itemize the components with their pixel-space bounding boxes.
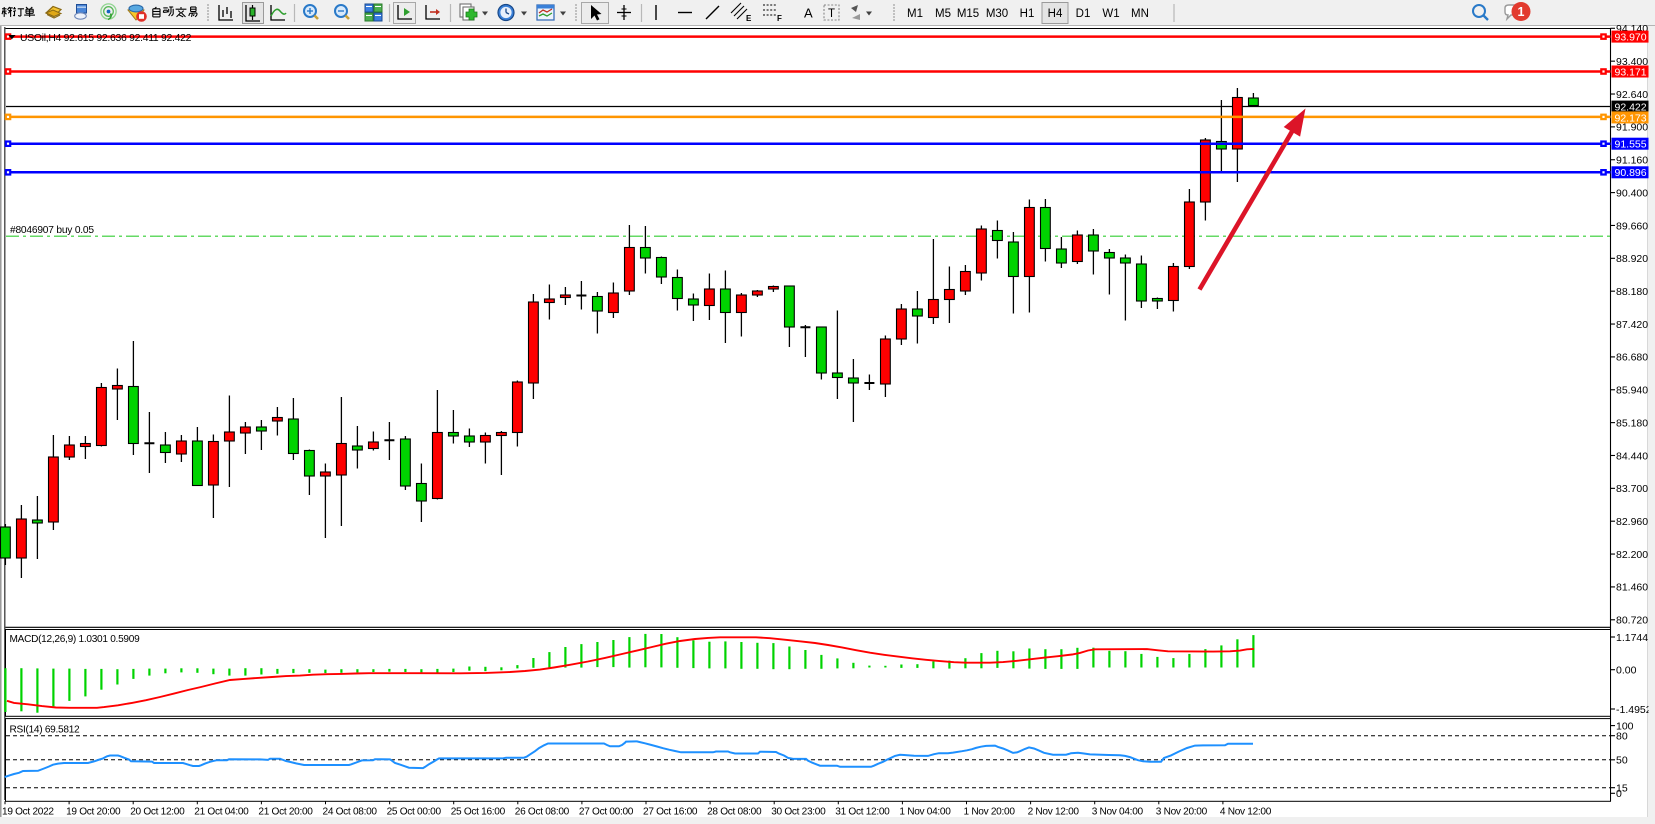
svg-text:15: 15 bbox=[1616, 783, 1628, 795]
svg-text:M15: M15 bbox=[957, 8, 979, 20]
svg-text:82.200: 82.200 bbox=[1616, 549, 1648, 561]
svg-text:25 Oct 16:00: 25 Oct 16:00 bbox=[451, 807, 506, 818]
svg-text:MACD(12,26,9) 1.0301 0.5909: MACD(12,26,9) 1.0301 0.5909 bbox=[10, 634, 141, 645]
svg-text:87.420: 87.420 bbox=[1616, 319, 1648, 331]
svg-text:91.900: 91.900 bbox=[1616, 122, 1648, 134]
svg-text:21 Oct 04:00: 21 Oct 04:00 bbox=[194, 807, 249, 818]
svg-text:21 Oct 20:00: 21 Oct 20:00 bbox=[258, 807, 313, 818]
svg-text:91.555: 91.555 bbox=[1615, 139, 1647, 151]
svg-text:#8046907 buy 0.05: #8046907 buy 0.05 bbox=[10, 225, 94, 236]
svg-text:19 Oct 20:00: 19 Oct 20:00 bbox=[66, 807, 121, 818]
svg-text:25 Oct 00:00: 25 Oct 00:00 bbox=[387, 807, 442, 818]
svg-text:H1: H1 bbox=[1020, 8, 1035, 20]
svg-text:26 Oct 08:00: 26 Oct 08:00 bbox=[515, 807, 570, 818]
svg-text:0: 0 bbox=[1616, 788, 1622, 800]
svg-text:F: F bbox=[777, 14, 782, 23]
svg-text:82.960: 82.960 bbox=[1616, 516, 1648, 528]
svg-text:93.171: 93.171 bbox=[1615, 66, 1647, 78]
svg-text:80: 80 bbox=[1616, 731, 1628, 743]
svg-text:85.180: 85.180 bbox=[1616, 417, 1648, 429]
svg-text:92.173: 92.173 bbox=[1615, 112, 1647, 124]
svg-text:85.940: 85.940 bbox=[1616, 385, 1648, 397]
svg-text:30 Oct 23:00: 30 Oct 23:00 bbox=[771, 807, 826, 818]
svg-text:24 Oct 08:00: 24 Oct 08:00 bbox=[323, 807, 378, 818]
svg-text:USOil,H4 92.615 92.636 92.411: USOil,H4 92.615 92.636 92.411 92.422 bbox=[20, 33, 192, 44]
svg-text:D1: D1 bbox=[1076, 8, 1091, 20]
svg-text:90.400: 90.400 bbox=[1616, 187, 1648, 199]
svg-text:81.460: 81.460 bbox=[1616, 582, 1648, 594]
svg-text:M1: M1 bbox=[907, 8, 923, 20]
svg-text:92.422: 92.422 bbox=[1615, 102, 1647, 114]
svg-text:20 Oct 12:00: 20 Oct 12:00 bbox=[130, 807, 185, 818]
svg-text:RSI(14) 69.5812: RSI(14) 69.5812 bbox=[10, 724, 81, 735]
svg-text:T: T bbox=[828, 8, 835, 20]
svg-text:M5: M5 bbox=[935, 8, 951, 20]
svg-text:0.00: 0.00 bbox=[1616, 665, 1637, 677]
svg-text:1: 1 bbox=[1518, 5, 1525, 19]
svg-text:27 Oct 16:00: 27 Oct 16:00 bbox=[643, 807, 698, 818]
svg-text:92.640: 92.640 bbox=[1616, 89, 1648, 101]
svg-text:89.660: 89.660 bbox=[1616, 220, 1648, 232]
svg-text:90.896: 90.896 bbox=[1615, 167, 1647, 179]
svg-text:80.720: 80.720 bbox=[1616, 615, 1648, 627]
svg-text:19 Oct 2022: 19 Oct 2022 bbox=[2, 807, 54, 818]
svg-text:86.680: 86.680 bbox=[1616, 352, 1648, 364]
svg-text:84.440: 84.440 bbox=[1616, 450, 1648, 462]
svg-text:H4: H4 bbox=[1048, 8, 1063, 20]
svg-text:93.400: 93.400 bbox=[1616, 56, 1648, 68]
svg-text:88.920: 88.920 bbox=[1616, 253, 1648, 265]
svg-text:MN: MN bbox=[1131, 8, 1149, 20]
svg-text:E: E bbox=[746, 14, 752, 23]
svg-text:83.700: 83.700 bbox=[1616, 483, 1648, 495]
svg-text:-1.4952: -1.4952 bbox=[1616, 704, 1652, 716]
svg-text:1 Nov 20:00: 1 Nov 20:00 bbox=[964, 807, 1016, 818]
svg-text:A: A bbox=[804, 6, 813, 21]
svg-text:27 Oct 00:00: 27 Oct 00:00 bbox=[579, 807, 634, 818]
svg-text:100: 100 bbox=[1616, 720, 1634, 732]
svg-text:93.970: 93.970 bbox=[1615, 32, 1647, 44]
svg-text:W1: W1 bbox=[1102, 8, 1119, 20]
svg-text:4 Nov 12:00: 4 Nov 12:00 bbox=[1220, 807, 1272, 818]
svg-text:1.1744: 1.1744 bbox=[1616, 632, 1648, 644]
svg-text:28 Oct 08:00: 28 Oct 08:00 bbox=[707, 807, 762, 818]
svg-text:3 Nov 04:00: 3 Nov 04:00 bbox=[1092, 807, 1144, 818]
svg-text:50: 50 bbox=[1616, 755, 1628, 767]
svg-text:91.160: 91.160 bbox=[1616, 155, 1648, 167]
svg-text:2 Nov 12:00: 2 Nov 12:00 bbox=[1028, 807, 1080, 818]
svg-text:M30: M30 bbox=[986, 8, 1008, 20]
svg-text:88.180: 88.180 bbox=[1616, 286, 1648, 298]
svg-text:1 Nov 04:00: 1 Nov 04:00 bbox=[899, 807, 951, 818]
svg-text:31 Oct 12:00: 31 Oct 12:00 bbox=[835, 807, 890, 818]
svg-text:3 Nov 20:00: 3 Nov 20:00 bbox=[1156, 807, 1208, 818]
